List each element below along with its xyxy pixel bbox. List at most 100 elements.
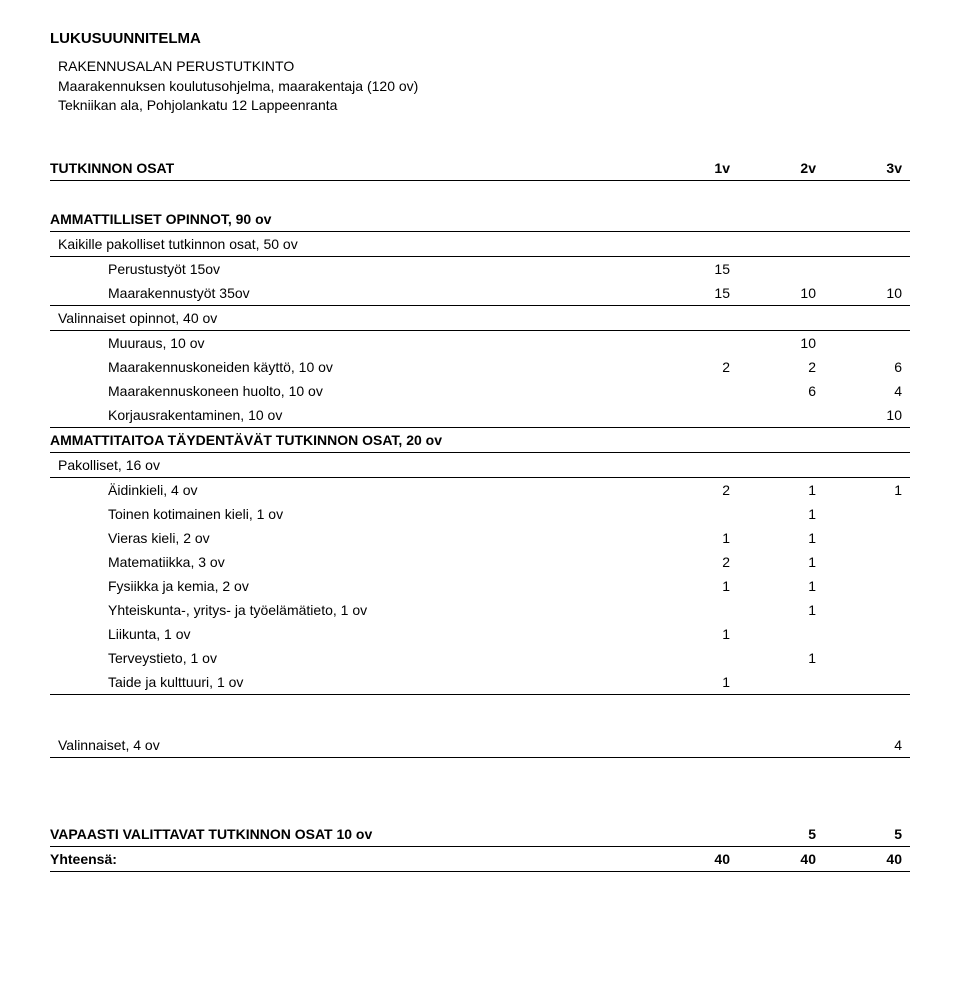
row-val bbox=[824, 598, 910, 622]
tayd-valinnaiset-label: Valinnaiset, 4 ov bbox=[50, 733, 652, 758]
table-row: Vieras kieli, 2 ov 1 1 bbox=[50, 526, 910, 550]
row-val: 6 bbox=[738, 379, 824, 403]
row-label: Vieras kieli, 2 ov bbox=[50, 526, 652, 550]
row-val bbox=[824, 670, 910, 695]
row-val: 1 bbox=[738, 550, 824, 574]
row-val bbox=[824, 330, 910, 355]
tayd-valinnaiset-row: Valinnaiset, 4 ov 4 bbox=[50, 733, 910, 758]
row-label: Muuraus, 10 ov bbox=[50, 330, 652, 355]
row-val bbox=[824, 502, 910, 526]
row-val: 10 bbox=[824, 281, 910, 306]
row-val bbox=[652, 502, 738, 526]
vapaasti-label: VAPAASTI VALITTAVAT TUTKINNON OSAT 10 ov bbox=[50, 822, 652, 847]
row-val bbox=[824, 526, 910, 550]
row-val bbox=[824, 550, 910, 574]
row-label: Terveystieto, 1 ov bbox=[50, 646, 652, 670]
table-row: Maarakennuskoneen huolto, 10 ov 6 4 bbox=[50, 379, 910, 403]
tayd-pakolliset-header: Pakolliset, 16 ov bbox=[50, 452, 910, 477]
table-row: Matematiikka, 3 ov 2 1 bbox=[50, 550, 910, 574]
curriculum-table: TUTKINNON OSAT 1v 2v 3v AMMATTILLISET OP… bbox=[50, 156, 910, 872]
row-val bbox=[652, 733, 738, 758]
row-val: 1 bbox=[652, 574, 738, 598]
row-val bbox=[652, 403, 738, 428]
row-val bbox=[652, 646, 738, 670]
table-row: Korjausrakentaminen, 10 ov 10 bbox=[50, 403, 910, 428]
total-label: Yhteensä: bbox=[50, 846, 652, 871]
row-val bbox=[824, 574, 910, 598]
table-row: Maarakennuskoneiden käyttö, 10 ov 2 2 6 bbox=[50, 355, 910, 379]
row-val bbox=[652, 379, 738, 403]
row-val bbox=[824, 646, 910, 670]
row-val: 4 bbox=[824, 733, 910, 758]
row-val: 10 bbox=[824, 403, 910, 428]
row-val: 1 bbox=[738, 526, 824, 550]
row-val bbox=[738, 256, 824, 281]
main-header: TUTKINNON OSAT bbox=[50, 156, 652, 181]
table-row: Fysiikka ja kemia, 2 ov 1 1 bbox=[50, 574, 910, 598]
table-row: Terveystieto, 1 ov 1 bbox=[50, 646, 910, 670]
page: LUKUSUUNNITELMA RAKENNUSALAN PERUSTUTKIN… bbox=[0, 0, 960, 902]
row-label: Maarakennustyöt 35ov bbox=[50, 281, 652, 306]
vapaasti-row: VAPAASTI VALITTAVAT TUTKINNON OSAT 10 ov… bbox=[50, 822, 910, 847]
row-val: 4 bbox=[824, 379, 910, 403]
row-label: Toinen kotimainen kieli, 1 ov bbox=[50, 502, 652, 526]
pakolliset-label: Kaikille pakolliset tutkinnon osat, 50 o… bbox=[50, 231, 652, 256]
row-val: 1 bbox=[738, 574, 824, 598]
table-row: Maarakennustyöt 35ov 15 10 10 bbox=[50, 281, 910, 306]
total-val: 40 bbox=[824, 846, 910, 871]
row-val: 15 bbox=[652, 256, 738, 281]
doc-title: LUKUSUUNNITELMA bbox=[50, 30, 910, 47]
row-val bbox=[652, 598, 738, 622]
pakolliset-header: Kaikille pakolliset tutkinnon osat, 50 o… bbox=[50, 231, 910, 256]
row-val bbox=[824, 256, 910, 281]
row-label: Fysiikka ja kemia, 2 ov bbox=[50, 574, 652, 598]
row-val: 1 bbox=[652, 622, 738, 646]
table-header-row: TUTKINNON OSAT 1v 2v 3v bbox=[50, 156, 910, 181]
row-val bbox=[652, 330, 738, 355]
row-val: 2 bbox=[652, 477, 738, 502]
taydentavat-label: AMMATTITAITOA TÄYDENTÄVÄT TUTKINNON OSAT… bbox=[50, 427, 652, 452]
row-val bbox=[738, 403, 824, 428]
total-row: Yhteensä: 40 40 40 bbox=[50, 846, 910, 871]
row-val: 1 bbox=[738, 598, 824, 622]
ammatilliset-header: AMMATTILLISET OPINNOT, 90 ov bbox=[50, 207, 910, 232]
row-label: Matematiikka, 3 ov bbox=[50, 550, 652, 574]
row-val: 5 bbox=[738, 822, 824, 847]
row-label: Korjausrakentaminen, 10 ov bbox=[50, 403, 652, 428]
row-label: Perustustyöt 15ov bbox=[50, 256, 652, 281]
row-label: Maarakennuskoneiden käyttö, 10 ov bbox=[50, 355, 652, 379]
table-row: Taide ja kulttuuri, 1 ov 1 bbox=[50, 670, 910, 695]
row-val bbox=[824, 622, 910, 646]
col-2v: 2v bbox=[738, 156, 824, 181]
row-val: 6 bbox=[824, 355, 910, 379]
table-row: Toinen kotimainen kieli, 1 ov 1 bbox=[50, 502, 910, 526]
table-row: Liikunta, 1 ov 1 bbox=[50, 622, 910, 646]
table-row: Yhteiskunta-, yritys- ja työelämätieto, … bbox=[50, 598, 910, 622]
row-label: Maarakennuskoneen huolto, 10 ov bbox=[50, 379, 652, 403]
valinnaiset-header: Valinnaiset opinnot, 40 ov bbox=[50, 305, 910, 330]
row-val: 5 bbox=[824, 822, 910, 847]
col-3v: 3v bbox=[824, 156, 910, 181]
tayd-pakolliset-label: Pakolliset, 16 ov bbox=[50, 452, 652, 477]
ammatilliset-label: AMMATTILLISET OPINNOT, 90 ov bbox=[50, 207, 652, 232]
row-val: 1 bbox=[738, 502, 824, 526]
row-val: 10 bbox=[738, 281, 824, 306]
row-val: 1 bbox=[738, 646, 824, 670]
row-val: 2 bbox=[652, 355, 738, 379]
subtitle-line1: RAKENNUSALAN PERUSTUTKINTO bbox=[58, 58, 294, 74]
row-val: 1 bbox=[652, 670, 738, 695]
total-val: 40 bbox=[652, 846, 738, 871]
table-row: Äidinkieli, 4 ov 2 1 1 bbox=[50, 477, 910, 502]
doc-subtitle: RAKENNUSALAN PERUSTUTKINTO Maarakennukse… bbox=[58, 57, 910, 116]
row-val bbox=[738, 622, 824, 646]
row-val: 2 bbox=[652, 550, 738, 574]
row-label: Taide ja kulttuuri, 1 ov bbox=[50, 670, 652, 695]
taydentavat-header: AMMATTITAITOA TÄYDENTÄVÄT TUTKINNON OSAT… bbox=[50, 427, 910, 452]
valinnaiset-label: Valinnaiset opinnot, 40 ov bbox=[50, 305, 652, 330]
row-val: 10 bbox=[738, 330, 824, 355]
row-label: Liikunta, 1 ov bbox=[50, 622, 652, 646]
row-val: 1 bbox=[824, 477, 910, 502]
row-val: 1 bbox=[738, 477, 824, 502]
subtitle-line3: Tekniikan ala, Pohjolankatu 12 Lappeenra… bbox=[58, 97, 337, 113]
col-1v: 1v bbox=[652, 156, 738, 181]
